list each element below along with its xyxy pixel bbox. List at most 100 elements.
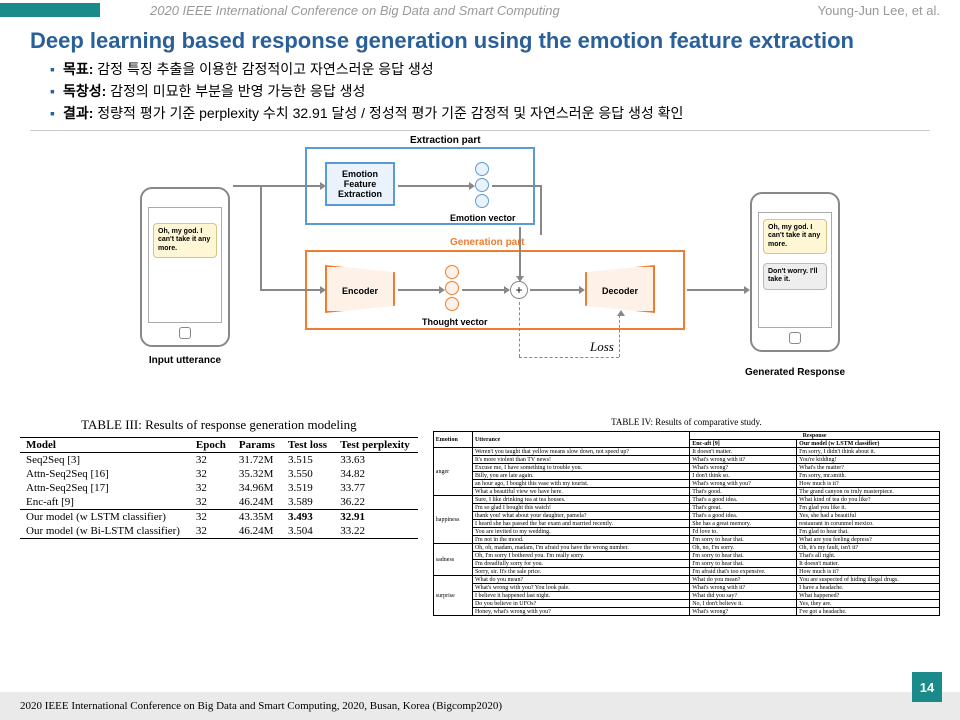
td-emotion: sadness bbox=[433, 544, 472, 576]
td: What are you feeling depress? bbox=[797, 536, 940, 544]
td: I heard she has passed the bar exam and … bbox=[472, 520, 689, 528]
td: That's a good idea. bbox=[690, 512, 797, 520]
bullet-text: 정량적 평가 기준 perplexity 수치 32.91 달성 / 정성적 평… bbox=[93, 105, 683, 121]
divider bbox=[30, 130, 930, 131]
table3: ModelEpochParamsTest lossTest perplexity… bbox=[20, 437, 418, 539]
table-row: What's wrong with you? You look pale.Wha… bbox=[433, 584, 939, 592]
page-number: 14 bbox=[912, 672, 942, 702]
td: 3.550 bbox=[282, 467, 334, 481]
td: You are suspected of hiding illegal drug… bbox=[797, 576, 940, 584]
td: Oh, no, I'm sorry. bbox=[690, 544, 797, 552]
td: I don't think so. bbox=[690, 472, 797, 480]
td: That's good. bbox=[690, 488, 797, 496]
td: I'm sorry, I didn't think about it. bbox=[797, 448, 940, 456]
td: She has a great memory. bbox=[690, 520, 797, 528]
td: 32.91 bbox=[334, 510, 418, 525]
td: thank you! what about your daughter, pam… bbox=[472, 512, 689, 520]
table4-wrap: TABLE IV: Results of comparative study. … bbox=[433, 417, 940, 616]
td: Oh, I'm sorry I bothered you. I'm really… bbox=[472, 552, 689, 560]
td: You are invited to my wedding. bbox=[472, 528, 689, 536]
td: Yes, they are. bbox=[797, 600, 940, 608]
table-row: sadnessOh, oh, madam, madam, I'm afraid … bbox=[433, 544, 939, 552]
th: Params bbox=[233, 438, 282, 453]
table-row: Billy, you are late again.I don't think … bbox=[433, 472, 939, 480]
td: I've got a headache. bbox=[797, 608, 940, 616]
td: I'm glad you like it. bbox=[797, 504, 940, 512]
arrow bbox=[530, 289, 580, 291]
bullet-label: 독창성: bbox=[63, 83, 106, 99]
td: I believe it happened last night. bbox=[472, 592, 689, 600]
td: What's wrong with it? bbox=[690, 456, 797, 464]
td: Billy, you are late again. bbox=[472, 472, 689, 480]
td: Sure, I like drinking tea at tea houses. bbox=[472, 496, 689, 504]
architecture-diagram: Oh, my god. I can't take it any more. In… bbox=[30, 137, 930, 417]
speech-bubble: Oh, my god. I can't take it any more. bbox=[763, 219, 827, 254]
td: What did you say? bbox=[690, 592, 797, 600]
table-row: I believe it happened last night.What di… bbox=[433, 592, 939, 600]
td: Our model (w Bi-LSTM classifier) bbox=[20, 524, 190, 539]
table-row: Sorry, sir. It's the sale price.I'm afra… bbox=[433, 568, 939, 576]
td: 33.22 bbox=[334, 524, 418, 539]
td: I'm sorry, mr.smith. bbox=[797, 472, 940, 480]
td: How much is it? bbox=[797, 480, 940, 488]
bullet-list: ▪목표: 감정 특징 추출을 이용한 감정적이고 자연스러운 응답 생성 ▪독창… bbox=[0, 58, 960, 124]
td: What happened? bbox=[797, 592, 940, 600]
td: I'm sorry to hear that. bbox=[690, 536, 797, 544]
bullet-label: 결과: bbox=[63, 105, 93, 121]
td: Weren't you taught that yellow means slo… bbox=[472, 448, 689, 456]
th: Epoch bbox=[190, 438, 233, 453]
table3-wrap: TABLE III: Results of response generatio… bbox=[20, 417, 418, 616]
td: 34.96M bbox=[233, 481, 282, 495]
td: I'd love to. bbox=[690, 528, 797, 536]
extraction-title: Extraction part bbox=[410, 135, 481, 146]
table-row: surpriseWhat do you mean?What do you mea… bbox=[433, 576, 939, 584]
emotion-module: Emotion Feature Extraction bbox=[325, 162, 395, 206]
td: I'm so glad I bought this watch! bbox=[472, 504, 689, 512]
table-row: Excuse me, I have something to trouble y… bbox=[433, 464, 939, 472]
td: It doesn't matter. bbox=[797, 560, 940, 568]
td: Yes, she had a beautiful bbox=[797, 512, 940, 520]
table-row: You are invited to my wedding.I'd love t… bbox=[433, 528, 939, 536]
td: I'm sorry to hear that. bbox=[690, 560, 797, 568]
td: 32 bbox=[190, 467, 233, 481]
footer-text: 2020 IEEE International Conference on Bi… bbox=[20, 700, 502, 712]
td: 33.63 bbox=[334, 453, 418, 468]
arrow bbox=[233, 185, 321, 187]
td: What do you mean? bbox=[472, 576, 689, 584]
td: I'm glad to hear that. bbox=[797, 528, 940, 536]
arrow bbox=[398, 185, 470, 187]
accent-block bbox=[0, 3, 100, 17]
td: I'm not in the mood. bbox=[472, 536, 689, 544]
td: That's all right. bbox=[797, 552, 940, 560]
td: The grand canyon os truly masterpiece. bbox=[797, 488, 940, 496]
table4-caption: TABLE IV: Results of comparative study. bbox=[433, 417, 940, 427]
table-row: Oh, I'm sorry I bothered you. I'm really… bbox=[433, 552, 939, 560]
table-row: an hour ago, I bought this vase with my … bbox=[433, 480, 939, 488]
table-row: I'm not in the mood.I'm sorry to hear th… bbox=[433, 536, 939, 544]
table-row: Enc-aft [9]3246.24M3.58936.22 bbox=[20, 495, 418, 510]
td: What a beautiful view we have here. bbox=[472, 488, 689, 496]
td: 33.77 bbox=[334, 481, 418, 495]
input-phone: Oh, my god. I can't take it any more. bbox=[140, 187, 230, 347]
td: It's more violent than TV news! bbox=[472, 456, 689, 464]
td: 32 bbox=[190, 453, 233, 468]
th: Utterance bbox=[472, 432, 689, 448]
arrow bbox=[519, 227, 521, 277]
bullet-text: 감정 특징 추출을 이용한 감정적이고 자연스러운 응답 생성 bbox=[93, 61, 433, 77]
td-emotion: anger bbox=[433, 448, 472, 496]
td: Oh, oh, madam, madam, I'm afraid you hav… bbox=[472, 544, 689, 552]
encoder-module: Encoder bbox=[325, 265, 395, 313]
arrow bbox=[462, 289, 505, 291]
th: Test loss bbox=[282, 438, 334, 453]
td: Our model (w LSTM classifier) bbox=[20, 510, 190, 525]
loss-label: Loss bbox=[590, 339, 614, 355]
td: Do you believe in UFOs? bbox=[472, 600, 689, 608]
table-row: Our model (w Bi-LSTM classifier)3246.24M… bbox=[20, 524, 418, 539]
td: 32 bbox=[190, 524, 233, 539]
arrow bbox=[687, 289, 745, 291]
td: 36.22 bbox=[334, 495, 418, 510]
arrow bbox=[398, 289, 440, 291]
td: What's wrong? bbox=[690, 464, 797, 472]
table3-caption: TABLE III: Results of response generatio… bbox=[20, 417, 418, 433]
table-row: angerWeren't you taught that yellow mean… bbox=[433, 448, 939, 456]
